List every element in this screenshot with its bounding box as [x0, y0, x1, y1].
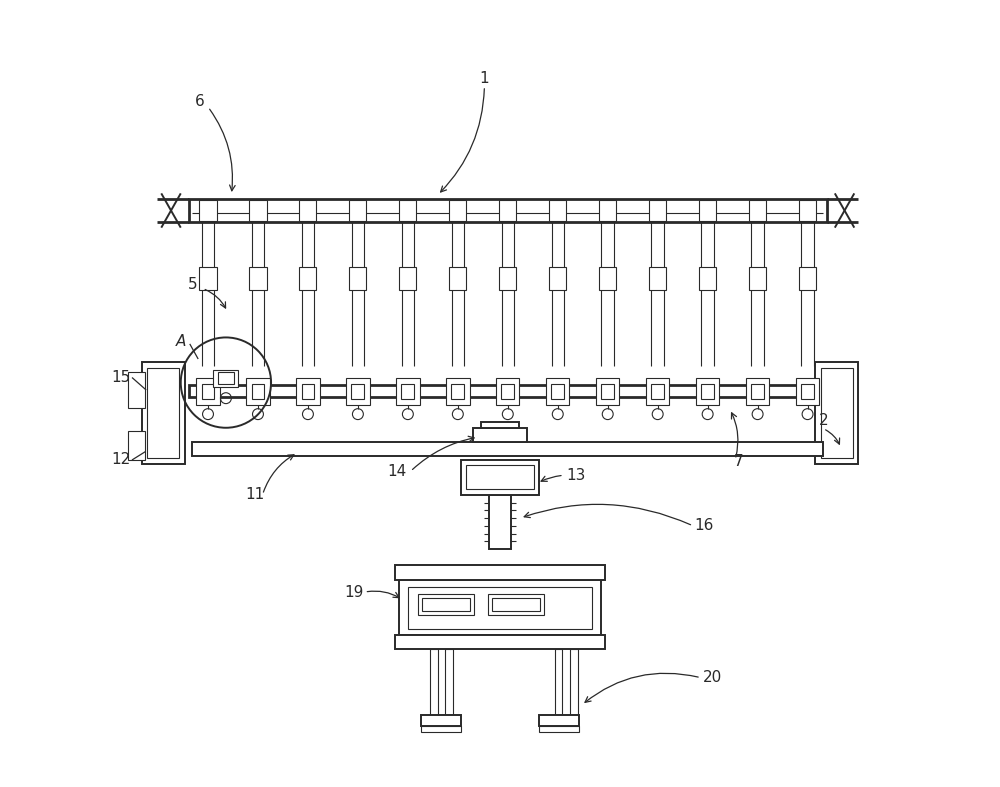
Bar: [599, 200, 616, 221]
Bar: [430, 649, 438, 715]
Bar: [408, 586, 592, 629]
Text: 13: 13: [566, 467, 586, 482]
Bar: [418, 593, 474, 615]
Bar: [749, 267, 766, 290]
Bar: [249, 200, 267, 221]
Text: 6: 6: [195, 94, 205, 109]
Bar: [570, 649, 578, 715]
Bar: [549, 267, 566, 290]
Bar: [252, 384, 264, 399]
Text: 19: 19: [344, 585, 364, 600]
Bar: [549, 200, 566, 221]
Bar: [749, 200, 766, 221]
Bar: [821, 368, 853, 458]
Text: 1: 1: [480, 71, 489, 86]
Bar: [349, 267, 366, 290]
Bar: [142, 362, 185, 464]
Bar: [646, 378, 669, 405]
Bar: [399, 580, 601, 635]
Bar: [699, 200, 716, 221]
Bar: [751, 384, 764, 399]
Bar: [496, 378, 519, 405]
Bar: [815, 362, 858, 464]
Bar: [701, 384, 714, 399]
Bar: [192, 442, 823, 456]
Bar: [445, 649, 453, 715]
Bar: [399, 267, 416, 290]
Text: 12: 12: [111, 453, 130, 467]
Bar: [446, 378, 470, 405]
Text: 20: 20: [702, 671, 722, 685]
Text: 2: 2: [819, 413, 829, 428]
Text: A: A: [176, 334, 186, 349]
Bar: [395, 565, 605, 580]
Bar: [128, 431, 145, 460]
Bar: [746, 378, 769, 405]
Bar: [499, 267, 516, 290]
Bar: [696, 378, 719, 405]
Bar: [147, 368, 179, 458]
Bar: [218, 372, 234, 384]
Bar: [488, 593, 544, 615]
Bar: [801, 384, 814, 399]
Text: 16: 16: [695, 519, 714, 534]
Bar: [601, 384, 614, 399]
Bar: [421, 715, 461, 726]
Bar: [555, 649, 562, 715]
Bar: [199, 267, 217, 290]
Bar: [299, 267, 316, 290]
Bar: [796, 378, 819, 405]
Bar: [461, 460, 539, 495]
Bar: [499, 200, 516, 221]
Bar: [489, 495, 511, 549]
Bar: [449, 267, 466, 290]
Bar: [349, 200, 366, 221]
Bar: [451, 384, 464, 399]
Bar: [539, 715, 579, 726]
Bar: [421, 726, 461, 732]
Bar: [422, 598, 470, 611]
Bar: [551, 384, 564, 399]
Bar: [128, 372, 145, 408]
Bar: [399, 200, 416, 221]
Bar: [649, 267, 666, 290]
Bar: [539, 726, 579, 732]
Text: 11: 11: [245, 487, 264, 502]
Bar: [196, 378, 220, 405]
Text: 15: 15: [111, 371, 130, 386]
Bar: [473, 428, 527, 442]
Bar: [246, 378, 270, 405]
Bar: [401, 384, 414, 399]
Bar: [596, 378, 619, 405]
Bar: [481, 422, 519, 428]
Bar: [299, 200, 316, 221]
Bar: [449, 200, 466, 221]
Bar: [599, 267, 616, 290]
Text: 7: 7: [734, 454, 743, 469]
Bar: [395, 635, 605, 649]
Bar: [351, 384, 364, 399]
Bar: [249, 267, 267, 290]
Text: 5: 5: [188, 277, 197, 292]
Bar: [199, 200, 217, 221]
Bar: [213, 370, 238, 387]
Bar: [189, 199, 827, 222]
Bar: [302, 384, 314, 399]
Bar: [346, 378, 370, 405]
Bar: [396, 378, 420, 405]
Bar: [202, 384, 214, 399]
Bar: [699, 267, 716, 290]
Bar: [501, 384, 514, 399]
Bar: [492, 598, 540, 611]
Bar: [296, 378, 320, 405]
Bar: [466, 465, 534, 490]
Bar: [546, 378, 569, 405]
Text: 14: 14: [387, 464, 407, 478]
Bar: [799, 200, 816, 221]
Bar: [189, 385, 827, 397]
Bar: [651, 384, 664, 399]
Bar: [799, 267, 816, 290]
Bar: [649, 200, 666, 221]
